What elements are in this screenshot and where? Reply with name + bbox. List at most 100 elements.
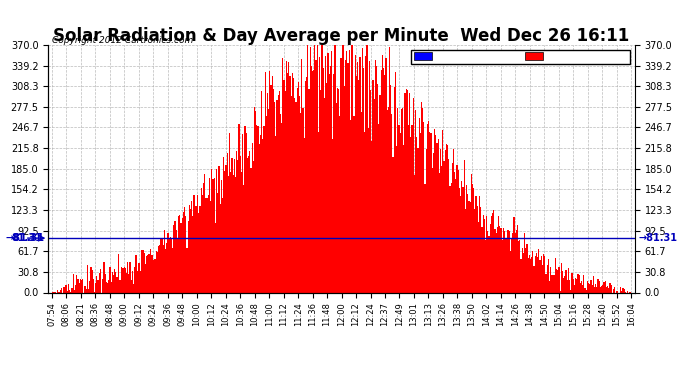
Bar: [57, 290, 59, 292]
Bar: [608, 288, 609, 292]
Bar: [397, 108, 398, 292]
Bar: [581, 281, 582, 292]
Bar: [72, 274, 74, 292]
Bar: [108, 280, 109, 292]
Bar: [439, 172, 440, 292]
Bar: [299, 96, 300, 292]
Bar: [175, 221, 176, 292]
Bar: [453, 149, 454, 292]
Bar: [179, 215, 180, 292]
Bar: [255, 111, 256, 292]
Bar: [600, 287, 601, 292]
Bar: [270, 86, 272, 292]
Bar: [353, 116, 355, 292]
Bar: [499, 226, 500, 292]
Bar: [371, 141, 373, 292]
Bar: [171, 239, 172, 292]
Bar: [500, 228, 502, 292]
Bar: [471, 174, 472, 292]
Bar: [346, 51, 348, 292]
Bar: [177, 238, 178, 292]
Bar: [548, 259, 549, 292]
Bar: [413, 98, 414, 292]
Bar: [67, 291, 68, 292]
Bar: [492, 213, 493, 292]
Bar: [269, 71, 270, 292]
Bar: [77, 279, 79, 292]
Bar: [502, 240, 503, 292]
Bar: [105, 274, 106, 292]
Bar: [80, 279, 81, 292]
Bar: [193, 195, 195, 292]
Bar: [489, 237, 490, 292]
Bar: [432, 168, 433, 292]
Bar: [428, 122, 429, 292]
Bar: [526, 244, 528, 292]
Bar: [310, 66, 312, 292]
Bar: [191, 201, 193, 292]
Bar: [375, 60, 376, 292]
Bar: [511, 239, 512, 292]
Bar: [466, 185, 467, 292]
Bar: [599, 281, 600, 292]
Bar: [531, 257, 532, 292]
Bar: [75, 285, 76, 292]
Bar: [69, 290, 70, 292]
Bar: [79, 284, 80, 292]
Legend: Median (w/m2), Radiation (w/m2): Median (w/m2), Radiation (w/m2): [411, 50, 630, 64]
Bar: [259, 144, 260, 292]
Bar: [340, 58, 342, 292]
Bar: [235, 177, 236, 292]
Bar: [121, 267, 122, 292]
Bar: [331, 51, 332, 292]
Bar: [295, 102, 297, 292]
Bar: [161, 238, 163, 292]
Bar: [294, 98, 295, 292]
Bar: [509, 231, 510, 292]
Bar: [86, 289, 87, 292]
Bar: [518, 241, 520, 292]
Bar: [360, 112, 362, 292]
Bar: [368, 61, 370, 292]
Bar: [472, 184, 473, 292]
Bar: [574, 285, 575, 292]
Bar: [208, 195, 209, 292]
Bar: [148, 254, 150, 292]
Bar: [109, 267, 110, 292]
Bar: [444, 150, 446, 292]
Bar: [503, 228, 504, 292]
Bar: [164, 230, 165, 292]
Bar: [380, 95, 381, 292]
Bar: [485, 240, 486, 292]
Bar: [126, 273, 127, 292]
Bar: [348, 50, 350, 292]
Bar: [196, 206, 197, 292]
Bar: [350, 120, 351, 292]
Bar: [550, 267, 551, 292]
Bar: [242, 134, 243, 292]
Bar: [185, 216, 186, 292]
Bar: [76, 275, 77, 292]
Bar: [113, 275, 114, 292]
Bar: [203, 183, 204, 292]
Bar: [513, 217, 515, 292]
Bar: [267, 93, 268, 292]
Bar: [616, 291, 618, 292]
Bar: [190, 210, 191, 292]
Bar: [370, 90, 371, 292]
Bar: [239, 156, 241, 292]
Bar: [217, 193, 218, 292]
Bar: [479, 196, 480, 292]
Bar: [104, 262, 105, 292]
Bar: [362, 48, 363, 292]
Bar: [401, 109, 402, 292]
Bar: [609, 283, 611, 292]
Bar: [474, 210, 475, 292]
Bar: [166, 243, 168, 292]
Bar: [563, 278, 564, 292]
Bar: [515, 230, 517, 292]
Bar: [536, 254, 537, 292]
Bar: [582, 285, 583, 292]
Bar: [394, 87, 395, 292]
Bar: [473, 188, 474, 292]
